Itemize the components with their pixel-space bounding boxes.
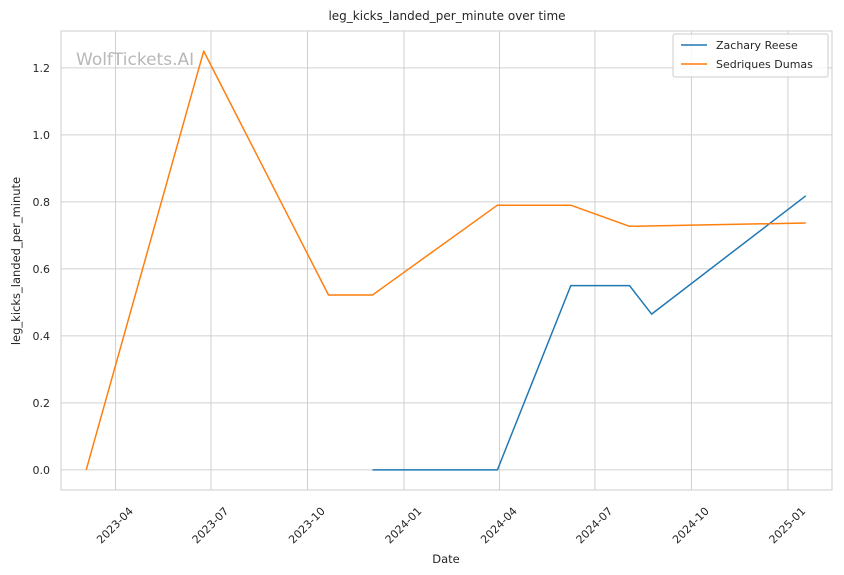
series-lines — [85, 50, 807, 471]
y-tick-label: 0.2 — [33, 397, 51, 410]
x-tick-label: 2023-07 — [190, 505, 232, 547]
chart-title: leg_kicks_landed_per_minute over time — [328, 9, 565, 23]
series-line-zachary-reese — [372, 195, 807, 471]
legend: Zachary Reese Sedriques Dumas — [672, 33, 829, 78]
x-tick-label: 2025-01 — [767, 505, 809, 547]
legend-box — [672, 33, 829, 78]
x-tick-label: 2024-01 — [383, 505, 425, 547]
y-tick-label: 1.0 — [33, 129, 51, 142]
y-tick-label: 0.6 — [33, 263, 51, 276]
y-axis-ticks: 0.0 0.2 0.4 0.6 0.8 1.0 1.2 — [33, 62, 51, 477]
plot-area-frame — [60, 30, 833, 491]
y-tick-label: 1.2 — [33, 62, 51, 75]
y-tick-label: 0.4 — [33, 330, 51, 343]
legend-label-zachary-reese: Zachary Reese — [716, 39, 798, 52]
x-tick-label: 2023-10 — [286, 505, 328, 547]
x-axis-label: Date — [432, 552, 460, 566]
x-tick-label: 2024-07 — [574, 505, 616, 547]
x-tick-label: 2023-04 — [94, 505, 136, 547]
watermark-text: WolfTickets.AI — [76, 50, 194, 70]
x-axis-ticks: 2023-04 2023-07 2023-10 2024-01 2024-04 2024-… — [94, 505, 808, 547]
grid — [61, 31, 832, 490]
y-tick-label: 0.0 — [33, 464, 51, 477]
x-tick-label: 2024-10 — [670, 505, 712, 547]
y-axis-label: leg_kicks_landed_per_minute — [9, 177, 23, 345]
series-line-sedriques-dumas — [85, 50, 806, 471]
x-tick-label: 2024-04 — [478, 505, 520, 547]
y-tick-label: 0.8 — [33, 196, 51, 209]
legend-label-sedriques-dumas: Sedriques Dumas — [716, 58, 813, 71]
